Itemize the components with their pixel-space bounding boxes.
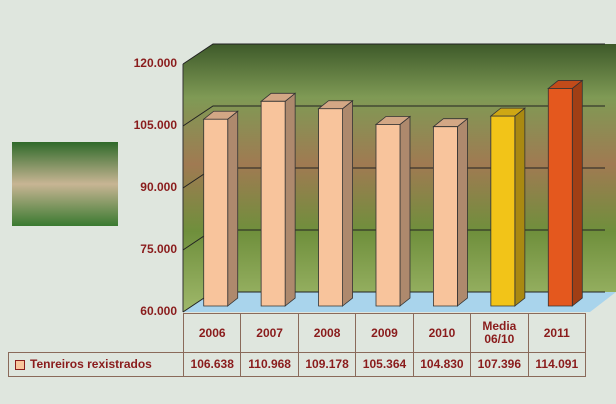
data-label: 114.091 [527,352,586,377]
data-label: 107.396 [470,352,529,377]
data-label: 109.178 [297,352,357,377]
x-tick-label: 2006 [183,313,242,353]
y-tick-label: 60.000 [140,304,177,318]
grid-line [182,105,605,127]
x-tick-label: 2011 [527,313,586,353]
y-tick-label: 105.000 [134,118,178,132]
legend-label: Tenreiros rexistrados [30,357,152,371]
bar [202,110,239,307]
photo [12,142,118,226]
bar [547,79,584,307]
grid-line [182,43,605,65]
data-label: 110.968 [240,352,299,377]
x-tick-label: 2010 [412,313,472,353]
y-tick-label: 120.000 [134,56,178,70]
bar [374,115,412,307]
x-tick-label: 2009 [355,313,414,353]
x-tick-label: 2008 [297,313,357,353]
bar [432,117,469,307]
legend-swatch [15,359,25,370]
legend: Tenreiros rexistrados [8,352,184,377]
data-label: 105.364 [355,352,414,377]
bar [489,107,526,307]
data-label: 106.638 [183,352,242,377]
y-tick-label: 90.000 [140,180,177,194]
bar [317,99,354,307]
data-label: 104.830 [412,352,472,377]
bar [260,92,297,307]
y-tick-label: 75.000 [140,242,177,256]
x-tick-label: Media 06/10 [470,313,529,353]
x-tick-label: 2007 [240,313,299,353]
